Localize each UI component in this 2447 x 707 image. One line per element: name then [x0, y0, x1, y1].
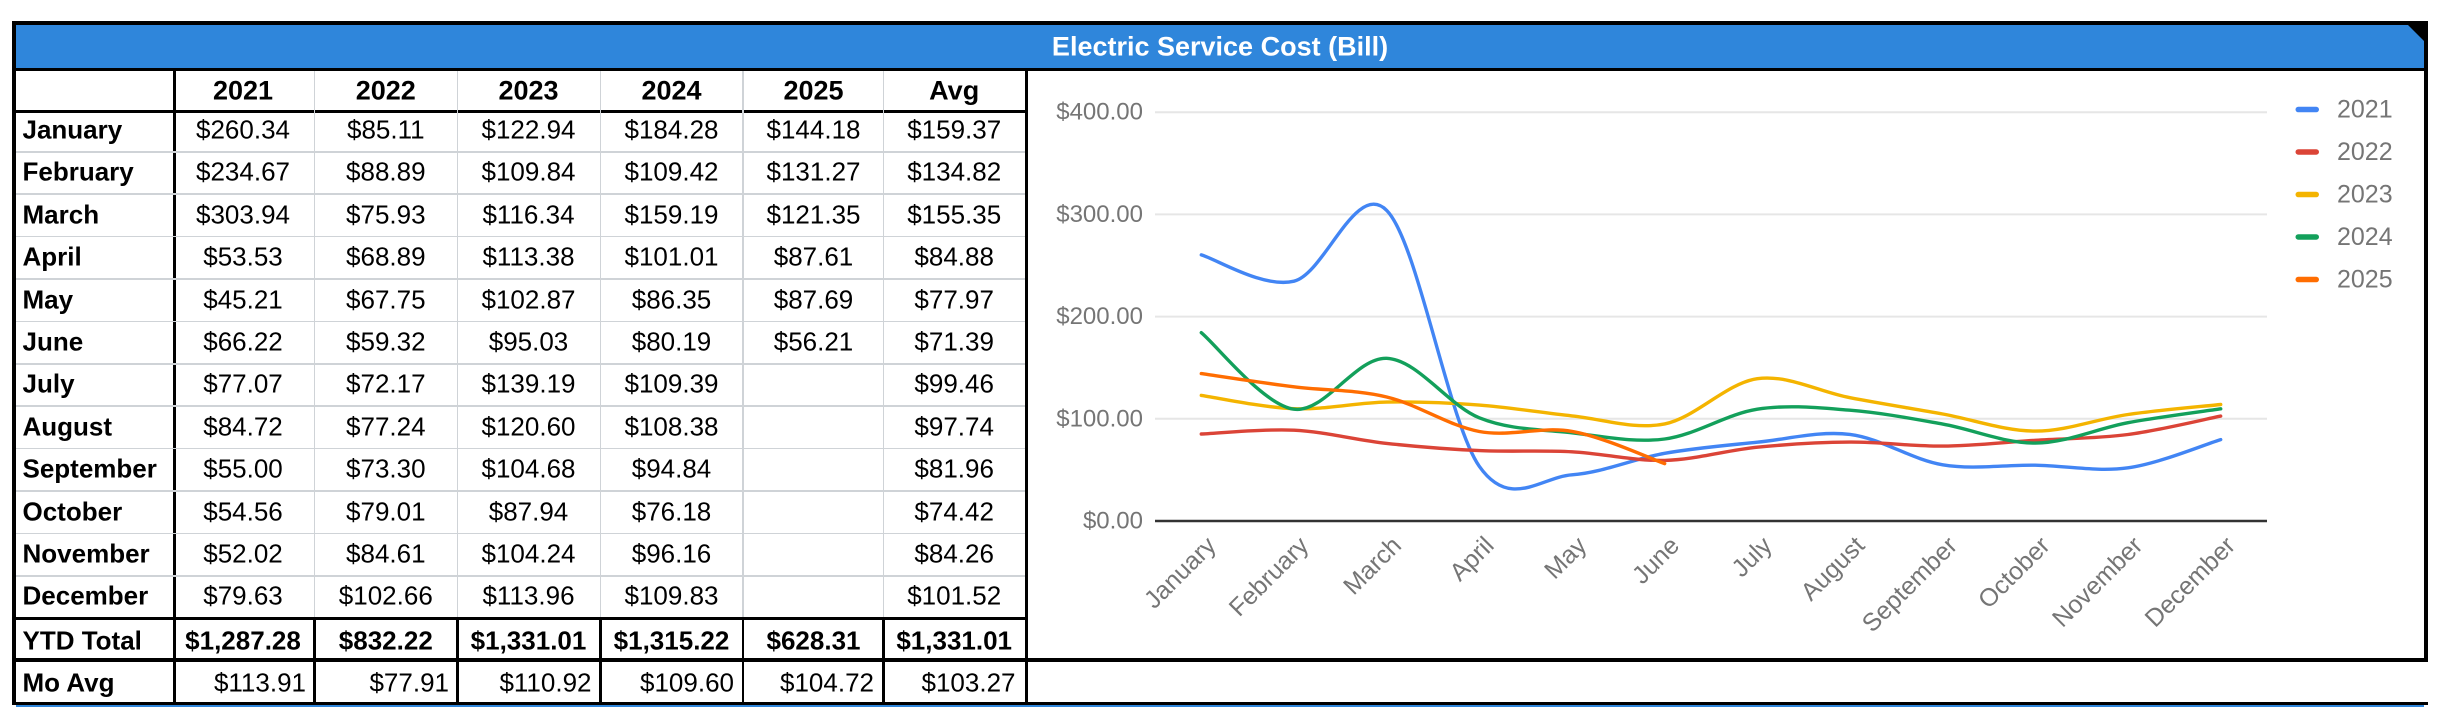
svg-text:May: May	[1539, 531, 1593, 585]
svg-text:December: December	[2140, 531, 2241, 632]
svg-text:January: January	[1139, 531, 1222, 614]
svg-text:2023: 2023	[2337, 181, 2393, 209]
svg-text:2025: 2025	[2337, 266, 2393, 294]
svg-text:February: February	[1224, 531, 1315, 622]
svg-text:$200.00: $200.00	[1056, 303, 1143, 330]
svg-text:September: September	[1857, 531, 1963, 637]
svg-text:June: June	[1627, 531, 1685, 589]
svg-text:2022: 2022	[2337, 138, 2393, 166]
svg-text:March: March	[1338, 531, 1407, 600]
svg-text:$400.00: $400.00	[1056, 99, 1143, 126]
svg-text:$100.00: $100.00	[1056, 405, 1143, 432]
svg-text:August: August	[1795, 531, 1870, 606]
svg-text:April: April	[1444, 531, 1499, 586]
svg-text:November: November	[2047, 531, 2148, 632]
svg-text:October: October	[1973, 531, 2056, 614]
svg-text:2024: 2024	[2337, 223, 2393, 251]
svg-text:July: July	[1726, 531, 1778, 583]
svg-text:2021: 2021	[2337, 96, 2393, 124]
svg-text:$300.00: $300.00	[1056, 201, 1143, 228]
svg-text:$0.00: $0.00	[1083, 508, 1143, 535]
